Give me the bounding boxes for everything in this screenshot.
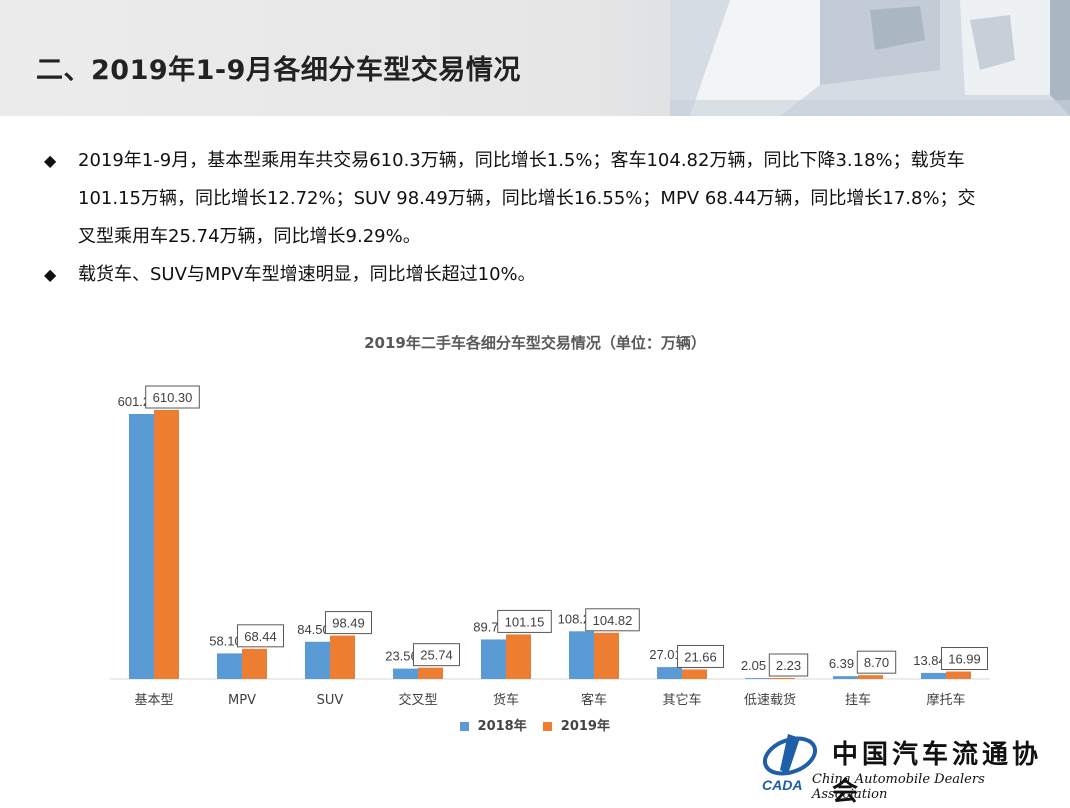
data-label: 84.50 [297, 622, 330, 637]
category-label: 低速载货 [744, 692, 796, 708]
category-label: 基本型 [134, 693, 173, 708]
data-label: 23.56 [385, 649, 418, 664]
data-label: 27.01 [649, 647, 682, 662]
legend-label: 2019年 [560, 719, 610, 734]
header-banner: 二、2019年1-9月各细分车型交易情况 [0, 0, 1070, 116]
bullet-list: ◆ 2019年1-9月，基本型乘用车共交易610.3万辆，同比增长1.5%；客车… [44, 142, 984, 294]
data-label-box [677, 644, 724, 668]
category-label: 货车 [493, 692, 519, 708]
diamond-bullet-icon: ◆ [44, 265, 57, 284]
data-label-box [856, 650, 897, 674]
chart-legend: 2018年 2019年 [0, 715, 1070, 734]
data-label: 98.49 [332, 616, 365, 631]
data-label-box [768, 653, 809, 677]
legend-item: 2019年 [543, 715, 610, 734]
legend-swatch [460, 722, 470, 731]
bullet-text: 载货车、SUV与MPV车型增速明显，同比增长超过10%。 [78, 264, 536, 285]
category-label: 摩托车 [926, 692, 965, 708]
bar-2019 [946, 671, 971, 679]
category-label: MPV [228, 693, 256, 708]
data-label-box [413, 643, 460, 667]
decorative-cubes-image [670, 0, 1070, 116]
data-label-box [237, 624, 284, 648]
bar-2019 [858, 675, 883, 679]
bar-2019 [330, 635, 355, 679]
data-label: 13.84 [913, 653, 946, 668]
data-label-box [325, 611, 372, 635]
data-label: 21.66 [684, 649, 717, 664]
bar-2019 [682, 669, 707, 679]
logo-english-text: China Automobile Dealers Association [812, 772, 985, 802]
diamond-bullet-icon: ◆ [44, 151, 57, 170]
bar-2018 [217, 653, 242, 679]
legend-label: 2018年 [477, 719, 527, 734]
data-label: 6.39 [829, 656, 854, 671]
legend-swatch [543, 722, 553, 731]
data-label: 2.05 [741, 658, 766, 673]
data-label: 610.30 [153, 390, 193, 405]
bar-2018 [129, 413, 154, 679]
category-label: 其它车 [662, 692, 701, 708]
association-logo: CADA 中国汽车流通协会 China Automobile Dealers A… [758, 728, 1058, 807]
category-label: SUV [317, 693, 344, 708]
bar-2019 [418, 667, 443, 679]
cada-logo-icon: CADA [762, 734, 818, 793]
data-label-box [145, 385, 200, 409]
bar-2019 [242, 648, 267, 679]
bar-2019 [770, 678, 795, 679]
bar-2018 [569, 631, 594, 679]
data-label: 25.74 [420, 648, 453, 663]
bar-2018 [393, 668, 418, 679]
data-label: 2.23 [776, 658, 801, 673]
category-label: 挂车 [845, 692, 871, 708]
data-label-box [585, 608, 640, 632]
data-label: 16.99 [948, 652, 981, 667]
bar-2018 [921, 672, 946, 679]
logo-chinese-text: 中国汽车流通协会 [832, 740, 1043, 807]
chart-title: 2019年二手车各细分车型交易情况（单位：万辆） [364, 334, 706, 352]
data-label: 101.15 [505, 614, 545, 629]
bar-2018 [481, 639, 506, 679]
data-label-box [941, 647, 988, 671]
legend-item: 2018年 [460, 715, 527, 734]
bar-2018 [305, 641, 330, 679]
data-label: 68.44 [244, 629, 277, 644]
bullet-item: ◆ 载货车、SUV与MPV车型增速明显，同比增长超过10%。 [44, 256, 984, 294]
data-label-box [497, 609, 552, 633]
data-label: 58.10 [209, 633, 242, 648]
data-label: 8.70 [864, 655, 889, 670]
category-label: 交叉型 [398, 692, 437, 708]
logo-mark-text: CADA [762, 777, 802, 793]
data-label: 104.82 [593, 613, 633, 628]
bar-2019 [154, 410, 179, 679]
bar-2018 [657, 667, 682, 679]
bullet-item: ◆ 2019年1-9月，基本型乘用车共交易610.3万辆，同比增长1.5%；客车… [44, 142, 984, 256]
bar-2019 [594, 632, 619, 679]
bar-2019 [506, 634, 531, 679]
bar-2018 [833, 676, 858, 679]
bar-2018 [745, 678, 770, 679]
page-title: 二、2019年1-9月各细分车型交易情况 [36, 55, 521, 86]
category-label: 客车 [581, 692, 607, 708]
bullet-text: 2019年1-9月，基本型乘用车共交易610.3万辆，同比增长1.5%；客车10… [78, 150, 976, 247]
